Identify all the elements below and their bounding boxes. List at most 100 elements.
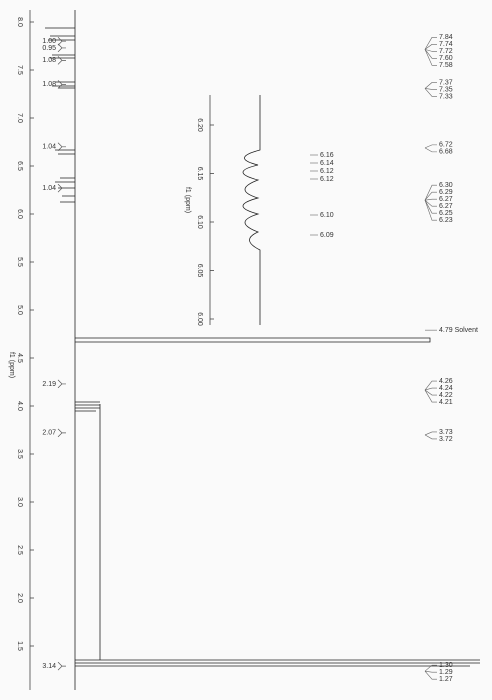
inset-multiplet: [242, 95, 261, 325]
peak-label: 4.26: [439, 378, 453, 385]
leader-line: [424, 434, 437, 440]
integral-label: 2.19: [42, 381, 56, 388]
tick-label: 7.5: [16, 65, 23, 75]
integral-label: 0.95: [42, 45, 56, 52]
peak-label: 7.58: [439, 62, 453, 69]
methyl-peak: [75, 659, 480, 667]
leader-line: [424, 664, 437, 672]
tick-label: 5.0: [16, 305, 23, 315]
tick-label: 4.5: [16, 353, 23, 363]
integral-label: 3.14: [42, 663, 56, 670]
integral-bracket: [57, 56, 66, 65]
integral-bracket: [57, 142, 66, 152]
integral-label: 1.00: [42, 38, 56, 45]
solvent-peak: [75, 337, 431, 343]
peak-label: 6.27: [439, 203, 453, 210]
integral-bracket: [57, 428, 66, 438]
integral-bracket: [57, 80, 66, 89]
peak-label: 6.25: [439, 210, 453, 217]
aromatic-peaks: [45, 27, 75, 203]
inset-tick-label: 6.00: [196, 312, 203, 326]
leader-line: [424, 671, 437, 680]
peak-label: 7.74: [439, 41, 453, 48]
leader-line: [424, 88, 437, 97]
leader-line: [424, 147, 437, 153]
inset-peak-label: 6.10: [320, 212, 334, 219]
integral-bracket: [57, 43, 66, 53]
inset-tick-label: 6.05: [196, 264, 203, 278]
integral-bracket: [57, 379, 66, 389]
ch2-peak: [75, 401, 100, 412]
integral-bracket: [57, 661, 66, 671]
tick-label: 8.0: [16, 17, 23, 27]
peak-label: 6.72: [439, 142, 453, 149]
leader-line: [424, 191, 437, 201]
leader-line: [424, 49, 437, 52]
integral-label: 1.04: [42, 144, 56, 151]
integral-label: 1.08: [42, 57, 56, 64]
leader-line: [424, 389, 437, 403]
leader-line: [424, 198, 437, 201]
peak-label: 4.24: [439, 385, 453, 392]
tick-label: 3.0: [16, 497, 23, 507]
peak-label: 6.68: [439, 149, 453, 156]
peak-label: 6.27: [439, 196, 453, 203]
peak-label: 7.60: [439, 55, 453, 62]
peak-label: 6.23: [439, 217, 453, 224]
integral-label: 1.04: [42, 185, 56, 192]
inset-peak-label: 6.09: [320, 232, 334, 239]
peak-label: 7.72: [439, 48, 453, 55]
leader-line: [424, 200, 437, 214]
integral-bracket: [57, 183, 66, 193]
peak-label: 4.22: [439, 392, 453, 399]
tick-label: 6.0: [16, 209, 23, 219]
leader-line: [424, 49, 437, 66]
peak-label: 7.84: [439, 34, 453, 41]
leader-line: [424, 670, 437, 673]
integral-label: 1.08: [42, 81, 56, 88]
leader-line: [424, 184, 437, 201]
axis-label: f1 (ppm): [8, 352, 15, 378]
inset-peak-label: 6.14: [320, 160, 334, 167]
leader-line: [424, 389, 437, 396]
peak-label: 7.33: [439, 93, 453, 100]
peak-label: 7.37: [439, 79, 453, 86]
tick-label: 1.5: [16, 641, 23, 651]
labels: 8.0 7.5 7.0 6.5 6.0 5.5 5.0 4.5 4.0 3.5 3.0 2.5 2.0 1…: [8, 17, 478, 683]
tick-label: 2.0: [16, 593, 23, 603]
tick-label: 6.5: [16, 161, 23, 171]
inset-tick-label: 6.20: [196, 118, 203, 132]
leader-line: [424, 431, 437, 436]
peak-label: 1.27: [439, 676, 453, 683]
leader-line: [424, 88, 437, 90]
inset-peak-label: 6.12: [320, 176, 334, 183]
tick-label: 5.5: [16, 257, 23, 267]
leader-line: [424, 199, 437, 207]
integral-bracket: [57, 36, 66, 46]
tick-label: 7.0: [16, 113, 23, 123]
peak-label: 3.73: [439, 429, 453, 436]
leader-line: [424, 387, 437, 391]
peak-label: 6.30: [439, 182, 453, 189]
peak-label: 3.72: [439, 436, 453, 443]
leader-line: [424, 200, 437, 221]
peak-label: 1.29: [439, 669, 453, 676]
tick-label: 2.5: [16, 545, 23, 555]
tick-label: 3.5: [16, 449, 23, 459]
leader-line: [424, 37, 437, 50]
leader-line: [424, 44, 437, 50]
inset-tick-label: 6.15: [196, 167, 203, 181]
peak-label: 1.30: [439, 662, 453, 669]
inset-peak-label: 6.12: [320, 168, 334, 175]
peak-label: 6.29: [439, 189, 453, 196]
peak-label: 4.79 Solvent: [439, 327, 478, 334]
leader-line: [424, 380, 437, 391]
inset-peak-label: 6.16: [320, 152, 334, 159]
peak-label: 7.35: [439, 86, 453, 93]
leader-line: [424, 144, 437, 149]
integral-label: 2.07: [42, 430, 56, 437]
inset-tick-label: 6.10: [196, 215, 203, 229]
inset-axis-label: f1 (ppm): [184, 187, 191, 213]
tick-label: 4.0: [16, 401, 23, 411]
